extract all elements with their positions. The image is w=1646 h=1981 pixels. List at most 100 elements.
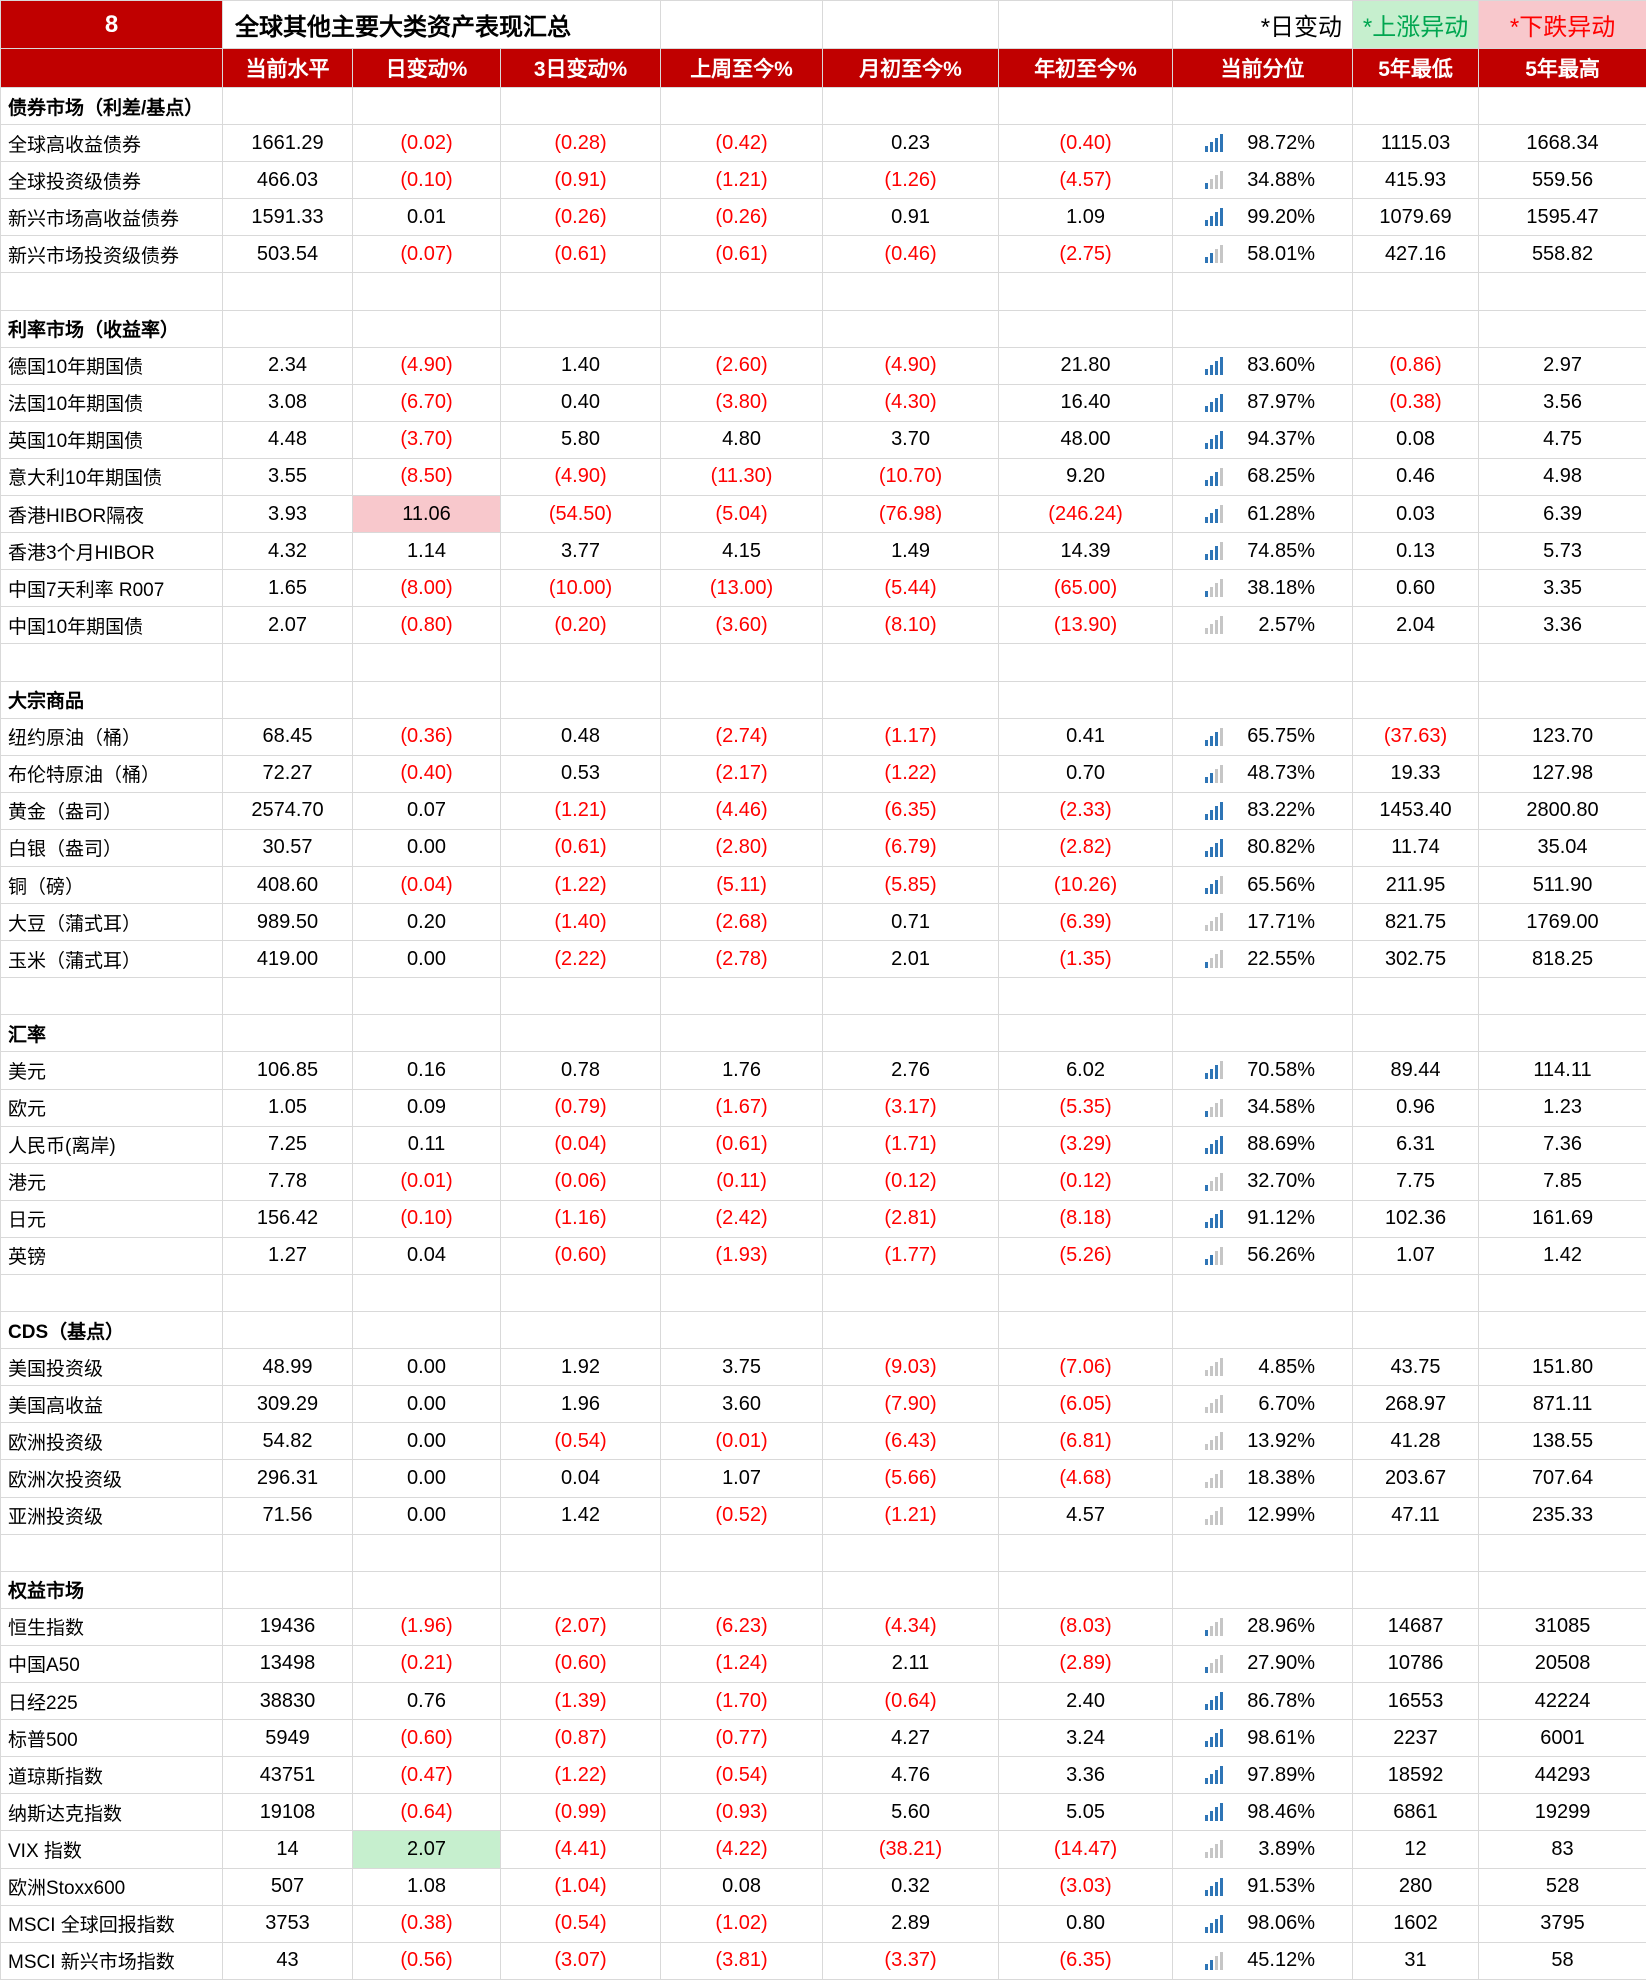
asset-row: 标普500 5949 (0.60) (0.87) (0.77) 4.27 3.24 98.61… — [0, 1719, 1646, 1758]
value-cell: 4.57 — [998, 1496, 1174, 1535]
value-cell: (0.99) — [499, 1793, 662, 1832]
section-empty-cell — [352, 309, 501, 348]
section-empty-cell — [352, 1014, 501, 1053]
asset-row: 白银（盎司） 30.57 0.00 (0.61) (2.80) (6.79) (2.82) 8… — [0, 828, 1646, 867]
asset-label: 布伦特原油（桶） — [0, 754, 223, 793]
value-cell: (4.22) — [660, 1830, 824, 1869]
percentile-wrap: 98.46% — [1174, 1800, 1352, 1824]
spacer-cell — [822, 1273, 1000, 1313]
percentile-wrap: 91.12% — [1174, 1207, 1352, 1230]
value-cell: 0.00 — [352, 1348, 501, 1387]
percentile-wrap: 3.89% — [1174, 1838, 1352, 1861]
value-cell: (4.30) — [822, 383, 1000, 422]
value-cell: (0.54) — [660, 1756, 824, 1795]
percentile-cell: 28.96% — [1172, 1607, 1354, 1646]
asset-label: 恒生指数 — [0, 1607, 223, 1646]
value-cell: (0.54) — [499, 1904, 662, 1943]
value-cell: 2.07 — [352, 1830, 501, 1869]
spacer-cell — [822, 643, 1000, 682]
value-cell: 0.08 — [1352, 420, 1480, 459]
asset-label: 中国10年期国债 — [0, 606, 223, 645]
percentile-cell: 65.56% — [1172, 865, 1354, 905]
spacer-cell — [352, 977, 501, 1016]
section-empty-cell — [499, 1570, 662, 1609]
value-cell: (7.90) — [822, 1385, 1000, 1424]
value-cell: (0.40) — [998, 124, 1174, 163]
value-cell: (2.42) — [660, 1199, 824, 1238]
value-cell: (10.00) — [499, 569, 662, 608]
value-cell: (4.90) — [499, 457, 662, 497]
percentile-bars-icon — [1205, 1914, 1224, 1933]
asset-row: 中国7天利率 R007 1.65 (8.00) (10.00) (13.00) (5.44… — [0, 569, 1646, 608]
value-cell: 3.77 — [499, 532, 662, 571]
spacer-cell — [499, 977, 662, 1016]
percentile-value: 61.28% — [1247, 502, 1316, 525]
value-cell: 5.73 — [1478, 532, 1646, 571]
value-cell: 106.85 — [222, 1051, 353, 1090]
percentile-value: 98.46% — [1247, 1800, 1316, 1823]
percentile-wrap: 34.88% — [1174, 169, 1352, 192]
percentile-wrap: 97.89% — [1174, 1764, 1352, 1787]
value-cell: 114.11 — [1478, 1051, 1646, 1090]
value-cell: 31085 — [1478, 1607, 1646, 1646]
section-empty-cell — [499, 86, 662, 126]
percentile-value: 27.90% — [1247, 1652, 1316, 1675]
value-cell: 14.39 — [998, 532, 1174, 571]
value-cell: 0.76 — [352, 1682, 501, 1721]
percentile-wrap: 99.20% — [1174, 206, 1352, 229]
value-cell: 1.42 — [1478, 1236, 1646, 1276]
spacer-cell — [499, 1273, 662, 1313]
value-cell: (0.47) — [352, 1756, 501, 1795]
percentile-wrap: 6.70% — [1174, 1393, 1352, 1416]
value-cell: (0.61) — [499, 828, 662, 867]
value-cell: (3.07) — [499, 1941, 662, 1980]
spacer-cell — [1172, 1273, 1354, 1313]
section-empty-cell — [998, 1014, 1174, 1053]
spacer-row — [0, 1533, 1646, 1572]
value-cell: (13.00) — [660, 569, 824, 608]
value-cell: (1.96) — [352, 1607, 501, 1646]
value-cell: 1079.69 — [1352, 198, 1480, 237]
value-cell: 511.90 — [1478, 865, 1646, 905]
value-cell: 0.20 — [352, 903, 501, 942]
percentile-bars-icon — [1205, 393, 1224, 412]
value-cell: (2.78) — [660, 940, 824, 979]
section-empty-cell — [1172, 1311, 1354, 1350]
value-cell: 818.25 — [1478, 940, 1646, 979]
asset-row: 英镑 1.27 0.04 (0.60) (1.93) (1.77) (5.26) 56.26%… — [0, 1236, 1646, 1276]
percentile-value: 87.97% — [1247, 391, 1316, 414]
asset-row: 欧洲Stoxx600 507 1.08 (1.04) 0.08 0.32 (3.03) 91.… — [0, 1867, 1646, 1906]
value-cell: (2.75) — [998, 235, 1174, 274]
section-empty-cell — [1478, 1014, 1646, 1053]
value-cell: 871.11 — [1478, 1385, 1646, 1424]
value-cell: (2.81) — [822, 1199, 1000, 1238]
percentile-value: 34.58% — [1247, 1096, 1316, 1119]
percentile-cell: 88.69% — [1172, 1125, 1354, 1164]
percentile-bars-icon — [1205, 579, 1224, 598]
percentile-value: 32.70% — [1247, 1170, 1316, 1193]
percentile-value: 98.72% — [1247, 131, 1316, 154]
percentile-bars-icon — [1205, 245, 1224, 264]
percentile-wrap: 87.97% — [1174, 391, 1352, 414]
asset-label: 道琼斯指数 — [0, 1756, 223, 1795]
value-cell: 0.78 — [499, 1051, 662, 1090]
value-cell: 2.34 — [222, 346, 353, 385]
spacer-cell — [998, 1533, 1174, 1572]
percentile-bars-icon — [1205, 356, 1224, 375]
value-cell: (0.93) — [660, 1793, 824, 1832]
percentile-wrap: 74.85% — [1174, 540, 1352, 563]
percentile-bars-icon — [1205, 838, 1224, 857]
value-cell: (3.80) — [660, 383, 824, 422]
asset-row: 黄金（盎司） 2574.70 0.07 (1.21) (4.46) (6.35) (2.33… — [0, 791, 1646, 830]
value-cell: (2.68) — [660, 903, 824, 942]
percentile-cell: 3.89% — [1172, 1830, 1354, 1869]
value-cell: (0.01) — [660, 1422, 824, 1461]
asset-row: 法国10年期国债 3.08 (6.70) 0.40 (3.80) (4.30) 16.40 8… — [0, 383, 1646, 422]
value-cell: (0.04) — [499, 1125, 662, 1164]
section-empty-cell — [352, 680, 501, 719]
value-cell: (2.60) — [660, 346, 824, 385]
percentile-cell: 87.97% — [1172, 383, 1354, 422]
asset-row: 全球投资级债券 466.03 (0.10) (0.91) (1.21) (1.26) (4.… — [0, 161, 1646, 200]
percentile-bars-icon — [1205, 1432, 1224, 1451]
